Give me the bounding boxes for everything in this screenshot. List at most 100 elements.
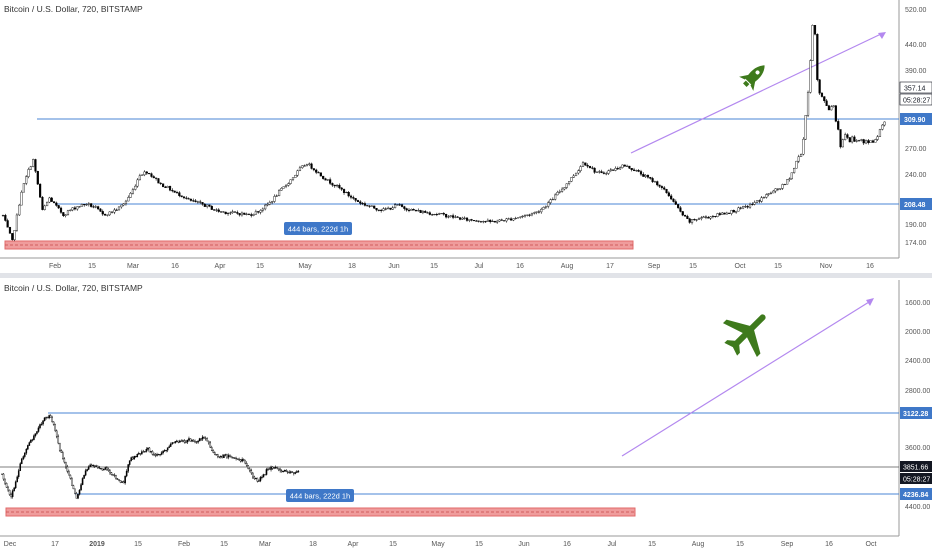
panel-divider[interactable] [0, 273, 932, 278]
candle-bullish [119, 480, 122, 483]
candle-bullish [90, 464, 93, 467]
candle-bullish [107, 468, 110, 471]
candle-bearish [310, 163, 313, 169]
candle-bullish [18, 204, 21, 216]
candle-bullish [335, 184, 339, 187]
last-price-label-box [899, 81, 932, 94]
candle-bearish [593, 167, 596, 173]
candle-bearish [714, 215, 717, 217]
rocket-icon[interactable] [738, 58, 772, 92]
candle-bearish [651, 178, 654, 182]
candle-bullish [7, 487, 9, 491]
trend-arrow[interactable] [621, 301, 870, 457]
candle-bullish [605, 173, 608, 175]
candle-bullish [291, 177, 295, 180]
time-tick: Feb [49, 263, 61, 270]
candle-bullish [454, 216, 457, 218]
resistance-price-label: 309.90 [904, 117, 926, 124]
candle-bearish [34, 433, 37, 436]
candle-bearish [419, 210, 422, 213]
candle-bearish [839, 129, 842, 148]
candle-bearish [224, 454, 227, 456]
candle-bearish [681, 211, 684, 216]
candle-bearish [445, 214, 448, 218]
candle-bullish [440, 213, 443, 215]
date-range-bar[interactable] [4, 240, 634, 250]
time-tick: Jul [608, 541, 617, 548]
last-price-label: 357.14 [904, 86, 926, 93]
candle-bullish [619, 167, 622, 170]
candle-bullish [869, 140, 872, 143]
time-tick: 17 [51, 541, 59, 548]
candle-bullish [195, 441, 198, 443]
candle-bullish [240, 212, 244, 216]
candle-bearish [192, 200, 195, 202]
candle-bullish [183, 440, 186, 443]
candle-bullish [577, 170, 580, 174]
candle-bearish [472, 220, 476, 222]
candle-bearish [458, 217, 462, 220]
candle-bullish [795, 160, 798, 169]
candle-bearish [62, 212, 65, 216]
candle-bullish [755, 200, 759, 203]
candle-bullish [690, 219, 694, 223]
range-label-box[interactable] [284, 222, 352, 235]
candle-bearish [846, 134, 849, 138]
candle-bearish [164, 186, 167, 188]
candle-bearish [373, 205, 376, 209]
candle-bullish [117, 206, 121, 211]
time-tick: 15 [134, 541, 142, 548]
candle-bullish [206, 438, 208, 442]
range-label-box[interactable] [286, 489, 354, 502]
time-tick: Mar [127, 263, 140, 270]
candle-bullish [876, 136, 879, 140]
candle-bearish [186, 439, 189, 443]
candle-bearish [739, 207, 742, 209]
candle-bullish [80, 204, 83, 207]
candle-bearish [283, 469, 286, 472]
candle-bullish [463, 217, 466, 219]
price-scale[interactable]: 1600.00 2000.00 2400.00 2800.00 3600.00 … [905, 300, 930, 511]
chart-panel-2016[interactable]: Bitcoin / U.S. Dollar, 720, BITSTAMP 520… [0, 0, 932, 270]
candle-bullish [533, 212, 536, 214]
trend-arrow[interactable] [630, 33, 882, 154]
chart-panel-2019[interactable]: Bitcoin / U.S. Dollar, 720, BITSTAMP 160… [0, 280, 932, 548]
candle-bearish [262, 474, 265, 478]
candle-bearish [658, 184, 661, 187]
candle-bullish [72, 485, 75, 490]
candle-bullish [505, 218, 508, 222]
price-tick: 2400.00 [905, 358, 930, 365]
price-tick: 2000.00 [905, 329, 930, 336]
candle-bearish [147, 447, 149, 450]
airplane-icon[interactable] [714, 298, 782, 366]
date-range-bar[interactable] [5, 507, 636, 517]
candle-bullish [621, 164, 624, 168]
time-tick: Mar [259, 541, 272, 548]
candle-bearish [857, 140, 861, 142]
candle-bullish [744, 206, 747, 208]
price-scale[interactable]: 520.00 440.00 390.00 270.00 240.00 190.0… [905, 7, 927, 247]
candle-bearish [674, 201, 677, 205]
candle-bearish [303, 165, 306, 167]
candle-bullish [214, 452, 216, 455]
candle-bullish [138, 175, 141, 181]
candle-bearish [89, 464, 91, 468]
candle-bullish [609, 169, 612, 171]
candle-bearish [168, 186, 172, 191]
candle-bearish [435, 214, 438, 216]
candle-bullish [301, 165, 304, 169]
candle-bullish [772, 190, 775, 194]
candle-bullish [115, 475, 117, 480]
candle-bearish [322, 175, 325, 179]
candle-bullish [29, 166, 32, 170]
candle-bearish [150, 173, 153, 177]
candle-bullish [122, 203, 125, 206]
candle-bearish [110, 211, 114, 213]
time-scale[interactable]: Dec 17 2019 15 Feb 15 Mar 18 Apr 15 May … [4, 541, 877, 548]
time-scale[interactable]: Feb 15 Mar 16 Apr 15 May 18 Jun 15 Jul 1… [49, 263, 874, 270]
candle-bearish [19, 463, 22, 471]
candle-bullish [737, 207, 740, 212]
trend-arrow-head [878, 32, 886, 39]
